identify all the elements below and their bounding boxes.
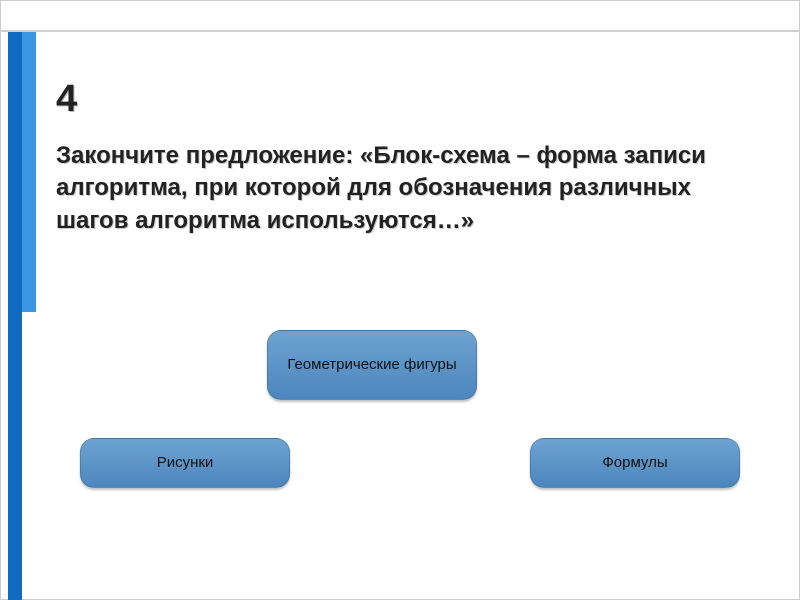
sidebar-stripe-secondary — [22, 32, 36, 312]
option-right-label: Формулы — [602, 454, 667, 473]
option-left-label: Рисунки — [157, 454, 214, 473]
option-left[interactable]: Рисунки — [80, 438, 290, 488]
question-text: Закончите предложение: «Блок-схема – фор… — [56, 140, 756, 237]
option-right[interactable]: Формулы — [530, 438, 740, 488]
option-center[interactable]: Геометрические фигуры — [267, 330, 477, 400]
sidebar-stripe-primary — [8, 32, 22, 600]
slide-frame — [0, 0, 800, 600]
slide-number: 4 — [56, 78, 77, 121]
top-divider — [0, 30, 800, 32]
option-center-label: Геометрические фигуры — [287, 356, 456, 375]
